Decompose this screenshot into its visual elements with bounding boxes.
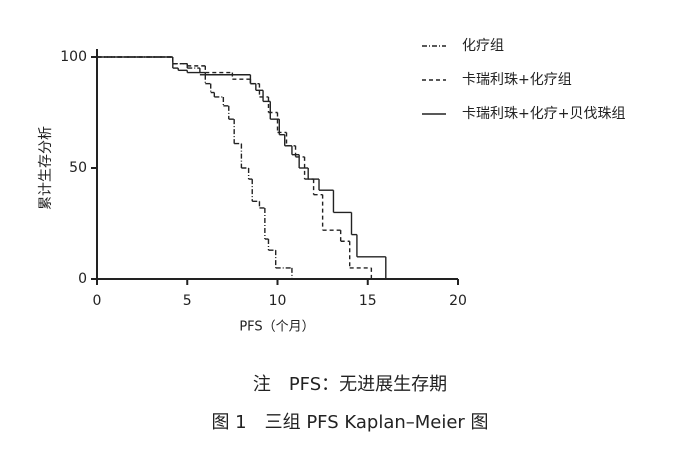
x-tick-label: 5 (183, 293, 192, 309)
x-tick-label: 20 (449, 293, 467, 309)
x-tick-label: 15 (359, 293, 377, 309)
x-tick-label: 0 (93, 293, 102, 309)
legend-label: 化疗组 (462, 38, 504, 54)
y-tick-label: 50 (69, 160, 87, 176)
caption: 图 1 三组 PFS Kaplan–Meier 图 (211, 412, 488, 433)
x-tick-label: 10 (269, 293, 287, 309)
y-tick-label: 100 (60, 49, 87, 65)
note: 注 PFS：无进展生存期 (253, 374, 447, 395)
legend-label: 卡瑞利珠+化疗+贝伐珠组 (462, 106, 625, 122)
legend-label: 卡瑞利珠+化疗组 (462, 72, 572, 88)
x-axis-label: PFS（个月） (239, 320, 314, 335)
y-axis-label: 累计生存分析 (38, 126, 54, 210)
y-tick-label: 0 (78, 271, 87, 287)
